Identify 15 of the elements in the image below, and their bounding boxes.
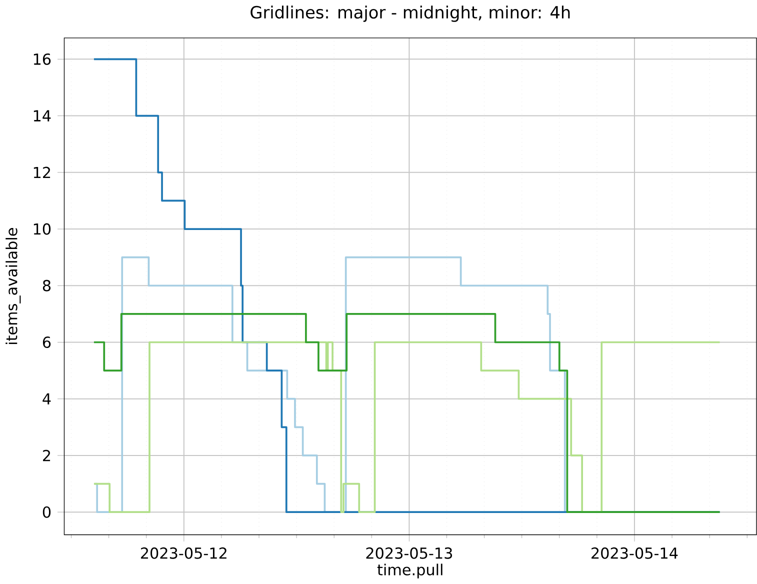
y-tick-label: 8 xyxy=(42,280,51,292)
y-axis-title: items_available xyxy=(6,228,21,344)
y-tick-label: 6 xyxy=(42,336,51,348)
x-axis-title: time.pull xyxy=(377,564,442,578)
x-tick-label: 2023-05-12 xyxy=(140,547,226,559)
y-tick-label: 4 xyxy=(42,393,51,404)
y-tick-label: 10 xyxy=(34,223,51,235)
x-tick-label: 2023-05-13 xyxy=(366,547,452,559)
y-tick-label: 2 xyxy=(43,450,50,462)
chart-title: Gridlines: major - midnight, minor: 4h xyxy=(250,6,570,22)
y-tick-label: 12 xyxy=(34,166,50,178)
y-tick-label: 14 xyxy=(34,110,51,122)
y-tick-label: 16 xyxy=(34,53,51,65)
y-tick-label: 0 xyxy=(42,506,51,518)
x-tick-label: 2023-05-14 xyxy=(592,547,678,559)
